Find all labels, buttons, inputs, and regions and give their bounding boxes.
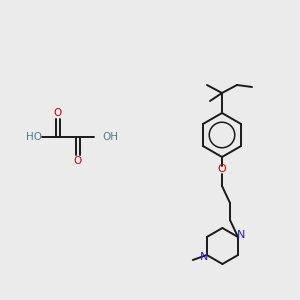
Text: O: O xyxy=(54,108,62,118)
Text: N: N xyxy=(237,230,245,240)
Text: O: O xyxy=(74,156,82,166)
Text: N: N xyxy=(200,252,208,262)
Text: OH: OH xyxy=(102,132,118,142)
Text: HO: HO xyxy=(26,132,42,142)
Text: O: O xyxy=(218,164,226,174)
